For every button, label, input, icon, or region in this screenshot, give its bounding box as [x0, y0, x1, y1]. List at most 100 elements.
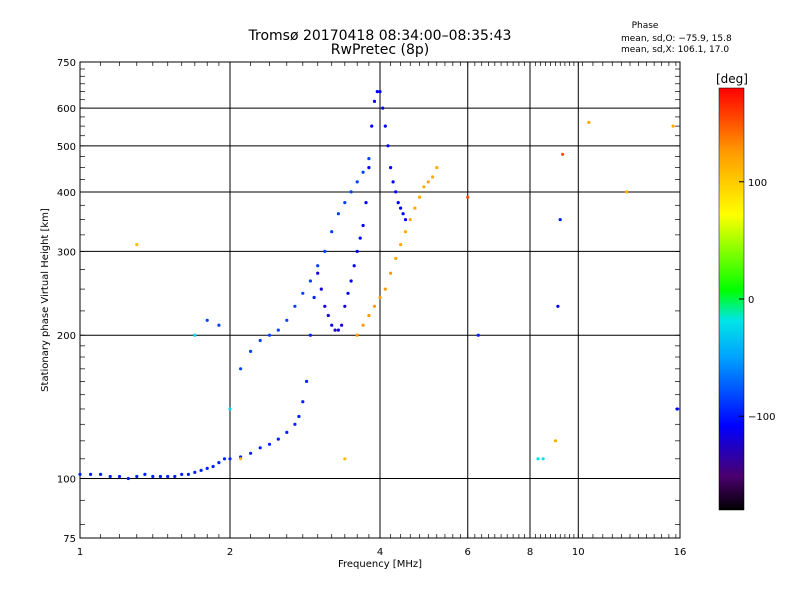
x-tick-label: 16 — [674, 547, 687, 558]
data-point — [330, 323, 334, 327]
data-point — [349, 190, 353, 194]
data-point — [158, 474, 162, 479]
colorbar-ticks: 100 0 −100 — [739, 178, 775, 423]
data-point — [323, 304, 327, 308]
data-point — [367, 313, 371, 318]
data-point — [561, 152, 565, 156]
data-point — [166, 474, 170, 479]
colorbar-tick-label: 0 — [748, 295, 754, 306]
data-point — [180, 472, 184, 476]
data-point — [372, 99, 377, 103]
data-point — [301, 291, 305, 295]
data-point — [401, 212, 405, 216]
data-point — [336, 212, 340, 216]
data-point — [267, 442, 272, 446]
data-point — [205, 318, 209, 322]
data-point — [396, 201, 400, 205]
data-point — [326, 313, 330, 318]
data-point — [349, 279, 353, 283]
data-point — [367, 166, 371, 170]
data-point — [297, 414, 301, 419]
x-tick-label: 1 — [77, 547, 83, 558]
data-point — [343, 457, 347, 461]
data-point — [355, 180, 359, 184]
data-point — [239, 367, 243, 371]
data-point — [383, 287, 387, 291]
data-point — [222, 457, 227, 461]
data-point — [426, 180, 430, 184]
data-point — [346, 291, 350, 295]
phase-stat-x: mean, sd,X: 106.1, 17.0 — [621, 45, 730, 55]
data-point — [108, 474, 112, 479]
data-point — [343, 304, 347, 308]
data-point — [358, 236, 362, 240]
data-point — [276, 437, 280, 441]
x-tick-label: 4 — [377, 547, 383, 558]
data-point — [151, 474, 155, 479]
chart-subtitle: RwPretec (8p) — [330, 42, 430, 58]
data-point — [361, 323, 365, 327]
data-point — [364, 201, 368, 205]
phase-header: Phase — [631, 21, 659, 31]
data-point — [556, 304, 560, 308]
axis-ticks: 1 2 4 6 8 10 16 750 600 500 400 300 200 100 75 — [57, 58, 686, 558]
colorbar-tick-label: −100 — [748, 412, 775, 423]
data-point — [375, 90, 379, 94]
data-point — [135, 243, 139, 247]
data-point — [422, 185, 426, 189]
data-point — [558, 218, 562, 222]
data-point — [293, 304, 297, 308]
data-point — [249, 349, 253, 353]
y-tick-label: 200 — [57, 331, 76, 342]
data-point — [381, 106, 385, 110]
data-point — [99, 472, 103, 476]
data-point — [389, 166, 393, 170]
x-tick-label: 6 — [465, 547, 471, 558]
data-point — [308, 279, 312, 283]
data-point — [323, 249, 327, 253]
data-point — [143, 472, 147, 476]
data-point — [135, 474, 139, 479]
data-point — [217, 461, 221, 465]
data-point — [199, 468, 203, 472]
data-point — [228, 457, 232, 461]
data-points — [78, 90, 679, 481]
data-point — [217, 323, 221, 327]
x-tick-label: 10 — [572, 547, 585, 558]
data-point — [372, 304, 377, 308]
data-point — [355, 249, 359, 253]
colorbar-label: [deg] — [716, 72, 748, 86]
y-tick-label: 100 — [57, 475, 76, 486]
data-point — [312, 295, 316, 300]
data-point — [413, 206, 417, 210]
grid-lines — [80, 62, 680, 538]
data-point — [352, 264, 356, 268]
data-point — [361, 170, 365, 174]
data-point — [316, 264, 320, 268]
data-point — [417, 195, 422, 199]
data-point — [340, 323, 344, 327]
y-axis-label: Stationary phase Virtual Height [km] — [40, 208, 51, 392]
data-point — [675, 407, 679, 411]
data-point — [466, 195, 470, 199]
data-point — [333, 328, 337, 332]
data-point — [211, 464, 215, 469]
data-point — [316, 271, 320, 275]
data-point — [285, 318, 289, 322]
data-point — [394, 190, 398, 194]
data-point — [536, 457, 540, 461]
data-point — [394, 256, 398, 260]
data-point — [193, 470, 197, 474]
y-tick-label: 400 — [57, 188, 76, 199]
data-point — [383, 124, 387, 128]
x-tick-label: 2 — [227, 547, 233, 558]
data-point — [378, 90, 382, 94]
data-point — [319, 287, 323, 291]
data-point — [267, 333, 272, 337]
data-point — [399, 243, 403, 247]
y-tick-label: 75 — [63, 534, 76, 545]
data-point — [173, 474, 177, 479]
data-point — [205, 466, 209, 470]
data-point — [228, 407, 232, 411]
